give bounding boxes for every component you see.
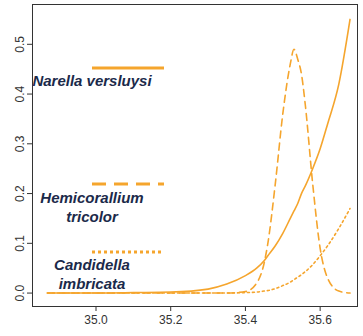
svg-text:0.2: 0.2 [13, 185, 27, 202]
svg-text:35.2: 35.2 [159, 313, 183, 327]
svg-text:0.1: 0.1 [13, 235, 27, 252]
svg-text:0.0: 0.0 [13, 284, 27, 301]
svg-text:0.5: 0.5 [13, 36, 27, 53]
svg-text:35.0: 35.0 [84, 313, 108, 327]
svg-text:Candidellaimbricata: Candidellaimbricata [54, 256, 130, 292]
svg-text:0.3: 0.3 [13, 135, 27, 152]
svg-text:35.6: 35.6 [308, 313, 332, 327]
svg-text:35.4: 35.4 [234, 313, 258, 327]
svg-text:Narella versluysi: Narella versluysi [32, 72, 152, 89]
svg-text:0.4: 0.4 [13, 85, 27, 102]
svg-text:Hemicoralliumtricolor: Hemicoralliumtricolor [40, 189, 143, 225]
